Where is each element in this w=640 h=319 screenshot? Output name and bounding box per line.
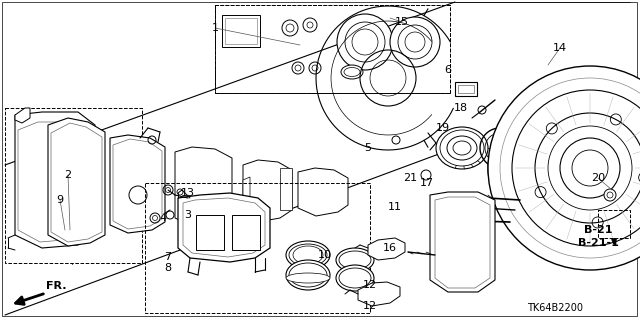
- Polygon shape: [15, 108, 30, 123]
- Bar: [5, 108, 142, 263]
- Polygon shape: [15, 112, 95, 248]
- Circle shape: [488, 66, 640, 270]
- Polygon shape: [243, 177, 250, 203]
- Polygon shape: [368, 238, 405, 260]
- Polygon shape: [18, 122, 91, 242]
- Bar: [598, 210, 630, 238]
- Text: 17: 17: [420, 178, 434, 188]
- Polygon shape: [113, 139, 162, 229]
- Polygon shape: [48, 118, 105, 246]
- Text: 10: 10: [318, 250, 332, 260]
- Text: 4: 4: [159, 213, 166, 223]
- Circle shape: [390, 17, 440, 67]
- Text: FR.: FR.: [46, 281, 67, 291]
- Text: 12: 12: [363, 280, 377, 290]
- Bar: [196, 215, 224, 250]
- Ellipse shape: [286, 273, 330, 283]
- Polygon shape: [175, 147, 232, 226]
- Ellipse shape: [436, 127, 488, 169]
- Text: TK64B2200: TK64B2200: [527, 303, 583, 313]
- Text: 18: 18: [454, 103, 468, 113]
- Bar: [222, 15, 260, 47]
- Text: 7: 7: [164, 252, 172, 262]
- Polygon shape: [358, 282, 400, 306]
- Text: 1: 1: [211, 23, 218, 33]
- Text: 15: 15: [395, 17, 409, 27]
- Ellipse shape: [286, 241, 330, 269]
- Text: 19: 19: [436, 123, 450, 133]
- Polygon shape: [243, 160, 292, 222]
- Circle shape: [604, 189, 616, 201]
- Circle shape: [488, 116, 592, 220]
- Text: 12: 12: [363, 301, 377, 311]
- Bar: [455, 82, 477, 96]
- Polygon shape: [435, 197, 490, 288]
- Polygon shape: [298, 168, 348, 216]
- Circle shape: [337, 14, 393, 70]
- Ellipse shape: [286, 260, 330, 290]
- Bar: [225, 18, 257, 44]
- Ellipse shape: [341, 65, 363, 79]
- Polygon shape: [430, 192, 495, 292]
- Text: 16: 16: [383, 243, 397, 253]
- Text: 11: 11: [388, 202, 402, 212]
- Bar: [215, 5, 450, 93]
- Text: B-21: B-21: [584, 225, 612, 235]
- Text: 21: 21: [403, 173, 417, 183]
- Text: 13: 13: [181, 188, 195, 198]
- Polygon shape: [183, 198, 265, 257]
- Text: B-21-1: B-21-1: [577, 238, 618, 248]
- Text: 9: 9: [56, 195, 63, 205]
- Polygon shape: [280, 168, 292, 210]
- Text: 2: 2: [65, 170, 72, 180]
- Polygon shape: [178, 193, 270, 262]
- Text: 20: 20: [591, 173, 605, 183]
- Polygon shape: [51, 123, 102, 242]
- Text: 5: 5: [365, 143, 371, 153]
- Polygon shape: [110, 135, 165, 233]
- Text: 8: 8: [164, 263, 172, 273]
- Bar: [145, 183, 370, 313]
- Text: 6: 6: [445, 65, 451, 75]
- Bar: [232, 215, 260, 250]
- Ellipse shape: [336, 248, 374, 272]
- Text: 3: 3: [184, 210, 191, 220]
- Bar: [458, 85, 474, 93]
- Ellipse shape: [336, 265, 374, 291]
- Text: 14: 14: [553, 43, 567, 53]
